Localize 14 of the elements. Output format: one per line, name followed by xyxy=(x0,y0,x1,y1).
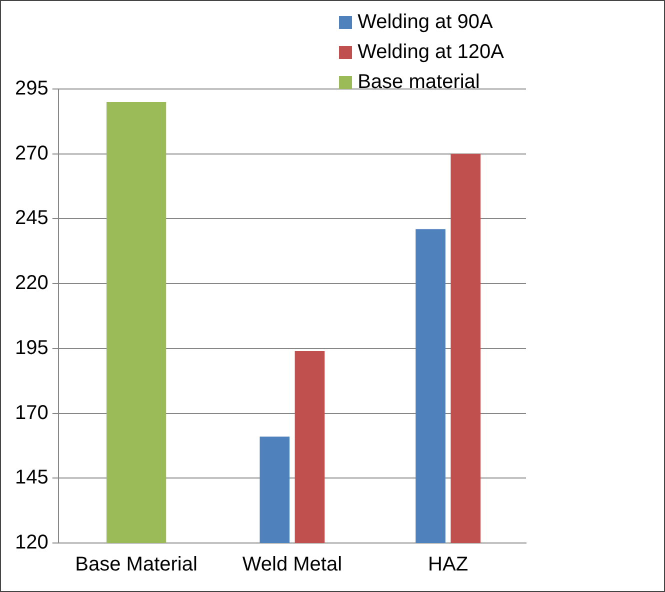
legend-label: Welding at 90A xyxy=(356,10,494,34)
y-tick-label: 170 xyxy=(14,402,48,424)
legend-label: Welding at 120A xyxy=(356,40,504,64)
x-tick-label: HAZ xyxy=(428,554,468,576)
x-tick-label: Weld Metal xyxy=(242,554,342,576)
y-tick-label: 245 xyxy=(14,207,48,230)
y-tick-label: 220 xyxy=(14,272,48,294)
y-tick-label: 295 xyxy=(14,78,48,100)
y-tick-label: 195 xyxy=(14,336,48,359)
legend-label: Base material xyxy=(356,70,481,94)
y-tick-label: 120 xyxy=(14,532,48,554)
y-tick-label: 270 xyxy=(14,142,48,164)
y-tick-label: 145 xyxy=(14,466,48,489)
x-tick-label: Base Material xyxy=(75,554,198,576)
